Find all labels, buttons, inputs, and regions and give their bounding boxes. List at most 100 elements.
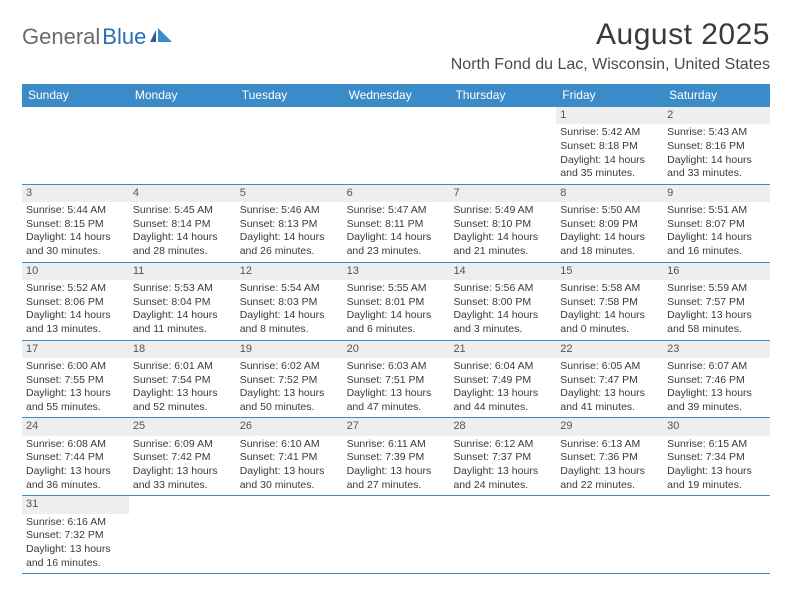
day-body: Sunrise: 6:04 AMSunset: 7:49 PMDaylight:… <box>449 358 556 418</box>
day-number: 24 <box>22 418 129 435</box>
daylight-text: Daylight: 13 hours and 30 minutes. <box>240 465 339 492</box>
day-body: Sunrise: 6:16 AMSunset: 7:32 PMDaylight:… <box>22 514 129 574</box>
day-cell: 9Sunrise: 5:51 AMSunset: 8:07 PMDaylight… <box>663 185 770 262</box>
day-body: Sunrise: 6:09 AMSunset: 7:42 PMDaylight:… <box>129 436 236 496</box>
week-row: 10Sunrise: 5:52 AMSunset: 8:06 PMDayligh… <box>22 263 770 341</box>
day-cell: 25Sunrise: 6:09 AMSunset: 7:42 PMDayligh… <box>129 418 236 495</box>
sunrise-text: Sunrise: 5:46 AM <box>240 204 339 218</box>
day-number: 26 <box>236 418 343 435</box>
day-body: Sunrise: 5:58 AMSunset: 7:58 PMDaylight:… <box>556 280 663 340</box>
dow-wednesday: Wednesday <box>343 84 450 107</box>
location-text: North Fond du Lac, Wisconsin, United Sta… <box>451 56 770 74</box>
day-cell: 31Sunrise: 6:16 AMSunset: 7:32 PMDayligh… <box>22 496 129 573</box>
day-body: Sunrise: 5:42 AMSunset: 8:18 PMDaylight:… <box>556 124 663 184</box>
day-cell <box>663 496 770 573</box>
sunrise-text: Sunrise: 6:16 AM <box>26 516 125 530</box>
day-number: 13 <box>343 263 450 280</box>
day-body: Sunrise: 6:10 AMSunset: 7:41 PMDaylight:… <box>236 436 343 496</box>
day-cell: 3Sunrise: 5:44 AMSunset: 8:15 PMDaylight… <box>22 185 129 262</box>
day-cell: 28Sunrise: 6:12 AMSunset: 7:37 PMDayligh… <box>449 418 556 495</box>
day-body: Sunrise: 6:08 AMSunset: 7:44 PMDaylight:… <box>22 436 129 496</box>
week-row: 3Sunrise: 5:44 AMSunset: 8:15 PMDaylight… <box>22 185 770 263</box>
day-number: 19 <box>236 341 343 358</box>
header-row: GeneralBlue August 2025 North Fond du La… <box>22 18 770 74</box>
sunset-text: Sunset: 8:06 PM <box>26 296 125 310</box>
daylight-text: Daylight: 14 hours and 13 minutes. <box>26 309 125 336</box>
day-body: Sunrise: 6:03 AMSunset: 7:51 PMDaylight:… <box>343 358 450 418</box>
day-cell <box>343 107 450 184</box>
sunset-text: Sunset: 7:32 PM <box>26 529 125 543</box>
daylight-text: Daylight: 13 hours and 47 minutes. <box>347 387 446 414</box>
week-row: 1Sunrise: 5:42 AMSunset: 8:18 PMDaylight… <box>22 107 770 185</box>
day-cell: 19Sunrise: 6:02 AMSunset: 7:52 PMDayligh… <box>236 341 343 418</box>
day-body: Sunrise: 5:50 AMSunset: 8:09 PMDaylight:… <box>556 202 663 262</box>
day-number: 10 <box>22 263 129 280</box>
day-body: Sunrise: 6:13 AMSunset: 7:36 PMDaylight:… <box>556 436 663 496</box>
sunset-text: Sunset: 7:46 PM <box>667 374 766 388</box>
sunset-text: Sunset: 7:47 PM <box>560 374 659 388</box>
daylight-text: Daylight: 14 hours and 30 minutes. <box>26 231 125 258</box>
sunrise-text: Sunrise: 5:54 AM <box>240 282 339 296</box>
day-number: 21 <box>449 341 556 358</box>
day-number: 16 <box>663 263 770 280</box>
weeks-container: 1Sunrise: 5:42 AMSunset: 8:18 PMDaylight… <box>22 107 770 574</box>
sunset-text: Sunset: 7:42 PM <box>133 451 232 465</box>
sunset-text: Sunset: 8:15 PM <box>26 218 125 232</box>
sunset-text: Sunset: 8:13 PM <box>240 218 339 232</box>
day-cell: 5Sunrise: 5:46 AMSunset: 8:13 PMDaylight… <box>236 185 343 262</box>
day-cell: 11Sunrise: 5:53 AMSunset: 8:04 PMDayligh… <box>129 263 236 340</box>
day-number: 29 <box>556 418 663 435</box>
sunset-text: Sunset: 8:18 PM <box>560 140 659 154</box>
calendar-grid: Sunday Monday Tuesday Wednesday Thursday… <box>22 84 770 574</box>
sunrise-text: Sunrise: 5:49 AM <box>453 204 552 218</box>
sunrise-text: Sunrise: 6:02 AM <box>240 360 339 374</box>
day-body: Sunrise: 5:47 AMSunset: 8:11 PMDaylight:… <box>343 202 450 262</box>
logo-text-general: General <box>22 24 100 50</box>
sunrise-text: Sunrise: 5:52 AM <box>26 282 125 296</box>
day-body: Sunrise: 5:45 AMSunset: 8:14 PMDaylight:… <box>129 202 236 262</box>
flag-icon <box>150 24 174 50</box>
day-cell <box>343 496 450 573</box>
day-body: Sunrise: 6:05 AMSunset: 7:47 PMDaylight:… <box>556 358 663 418</box>
day-cell <box>22 107 129 184</box>
day-cell <box>449 107 556 184</box>
sunrise-text: Sunrise: 6:08 AM <box>26 438 125 452</box>
day-number: 11 <box>129 263 236 280</box>
sunrise-text: Sunrise: 5:56 AM <box>453 282 552 296</box>
day-number: 9 <box>663 185 770 202</box>
daylight-text: Daylight: 14 hours and 8 minutes. <box>240 309 339 336</box>
day-number: 3 <box>22 185 129 202</box>
sunrise-text: Sunrise: 5:43 AM <box>667 126 766 140</box>
day-number: 15 <box>556 263 663 280</box>
sunrise-text: Sunrise: 6:03 AM <box>347 360 446 374</box>
day-body: Sunrise: 5:59 AMSunset: 7:57 PMDaylight:… <box>663 280 770 340</box>
sunset-text: Sunset: 7:57 PM <box>667 296 766 310</box>
daylight-text: Daylight: 13 hours and 27 minutes. <box>347 465 446 492</box>
sunrise-text: Sunrise: 5:44 AM <box>26 204 125 218</box>
sunrise-text: Sunrise: 6:00 AM <box>26 360 125 374</box>
day-cell <box>556 496 663 573</box>
dow-friday: Friday <box>556 84 663 107</box>
sunset-text: Sunset: 7:55 PM <box>26 374 125 388</box>
sunrise-text: Sunrise: 5:45 AM <box>133 204 232 218</box>
day-cell: 18Sunrise: 6:01 AMSunset: 7:54 PMDayligh… <box>129 341 236 418</box>
day-body: Sunrise: 5:53 AMSunset: 8:04 PMDaylight:… <box>129 280 236 340</box>
dow-tuesday: Tuesday <box>236 84 343 107</box>
day-number: 7 <box>449 185 556 202</box>
day-body: Sunrise: 5:54 AMSunset: 8:03 PMDaylight:… <box>236 280 343 340</box>
sunset-text: Sunset: 7:36 PM <box>560 451 659 465</box>
day-number: 27 <box>343 418 450 435</box>
day-cell: 10 Sunrise: 5:52 AMSunset: 8:06 PMDayligh… <box>22 263 129 340</box>
day-cell: 22Sunrise: 6:05 AMSunset: 7:47 PMDayligh… <box>556 341 663 418</box>
day-cell <box>236 496 343 573</box>
sunset-text: Sunset: 8:09 PM <box>560 218 659 232</box>
month-title: August 2025 <box>451 18 770 52</box>
daylight-text: Daylight: 13 hours and 52 minutes. <box>133 387 232 414</box>
sunset-text: Sunset: 8:07 PM <box>667 218 766 232</box>
day-body: Sunrise: 5:44 AMSunset: 8:15 PMDaylight:… <box>22 202 129 262</box>
day-number: 17 <box>22 341 129 358</box>
day-number: 8 <box>556 185 663 202</box>
days-of-week-row: Sunday Monday Tuesday Wednesday Thursday… <box>22 84 770 107</box>
dow-sunday: Sunday <box>22 84 129 107</box>
logo-text-blue: Blue <box>102 24 146 50</box>
